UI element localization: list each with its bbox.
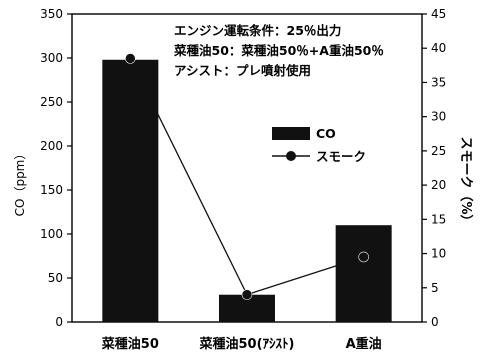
legend-label-smoke: スモーク xyxy=(316,149,366,164)
y-right-tick-label: 30 xyxy=(431,110,446,124)
smoke-point xyxy=(125,53,136,64)
annotation-blend-definition: 菜種油50：菜種油50％+A重油50％ xyxy=(173,43,384,58)
y-tick-label: 50 xyxy=(48,271,63,285)
y-axis-right-title: スモーク（%） xyxy=(458,136,474,227)
annotation-assist-definition: アシスト：プレ噴射使用 xyxy=(174,63,311,78)
co-bar xyxy=(102,59,159,322)
legend-marker-swatch xyxy=(286,151,296,161)
y-tick-label: 150 xyxy=(40,183,63,197)
y-tick-label: 100 xyxy=(40,227,63,241)
y-right-tick-label: 10 xyxy=(431,247,446,261)
x-category-label: 菜種油50(ｱｼｽﾄ) xyxy=(199,336,295,352)
legend: CO スモーク xyxy=(272,126,366,164)
y-right-tick-label: 15 xyxy=(431,212,446,226)
y-right-tick-label: 20 xyxy=(431,178,446,192)
smoke-point xyxy=(358,251,369,263)
legend-label-co: CO xyxy=(316,126,336,141)
smoke-line xyxy=(129,58,364,296)
x-category-label: 菜種油50 xyxy=(101,336,159,352)
y-axis-right: 0 5 10 15 20 25 30 35 40 45 xyxy=(422,7,446,329)
x-axis: 菜種油50 菜種油50(ｱｼｽﾄ) A重油 xyxy=(101,336,382,352)
co-bar xyxy=(335,225,392,322)
y-right-tick-label: 5 xyxy=(431,281,439,295)
y-right-tick-label: 40 xyxy=(431,41,446,55)
y-tick-label: 0 xyxy=(55,315,63,329)
smoke-point xyxy=(241,289,253,300)
y-right-tick-label: 35 xyxy=(431,75,446,89)
annotation-block: エンジン運転条件：25％出力 菜種油50：菜種油50％+A重油50％ アシスト：… xyxy=(173,23,384,78)
y-right-tick-label: 25 xyxy=(431,144,446,158)
bar-series xyxy=(102,59,392,322)
y-right-tick-label: 45 xyxy=(431,7,446,21)
annotation-engine-condition: エンジン運転条件：25％出力 xyxy=(174,23,341,38)
y-tick-label: 200 xyxy=(40,139,63,153)
y-axis-left: 0 50 100 150 200 250 300 350 xyxy=(40,7,72,329)
y-right-tick-label: 0 xyxy=(431,315,439,329)
y-tick-label: 300 xyxy=(40,51,63,65)
line-series xyxy=(125,53,369,300)
y-tick-label: 350 xyxy=(40,7,63,21)
y-tick-label: 250 xyxy=(40,95,63,109)
x-category-label: A重油 xyxy=(346,336,382,352)
legend-bar-swatch xyxy=(272,127,310,140)
y-axis-title: CO（ppm） xyxy=(13,148,27,217)
